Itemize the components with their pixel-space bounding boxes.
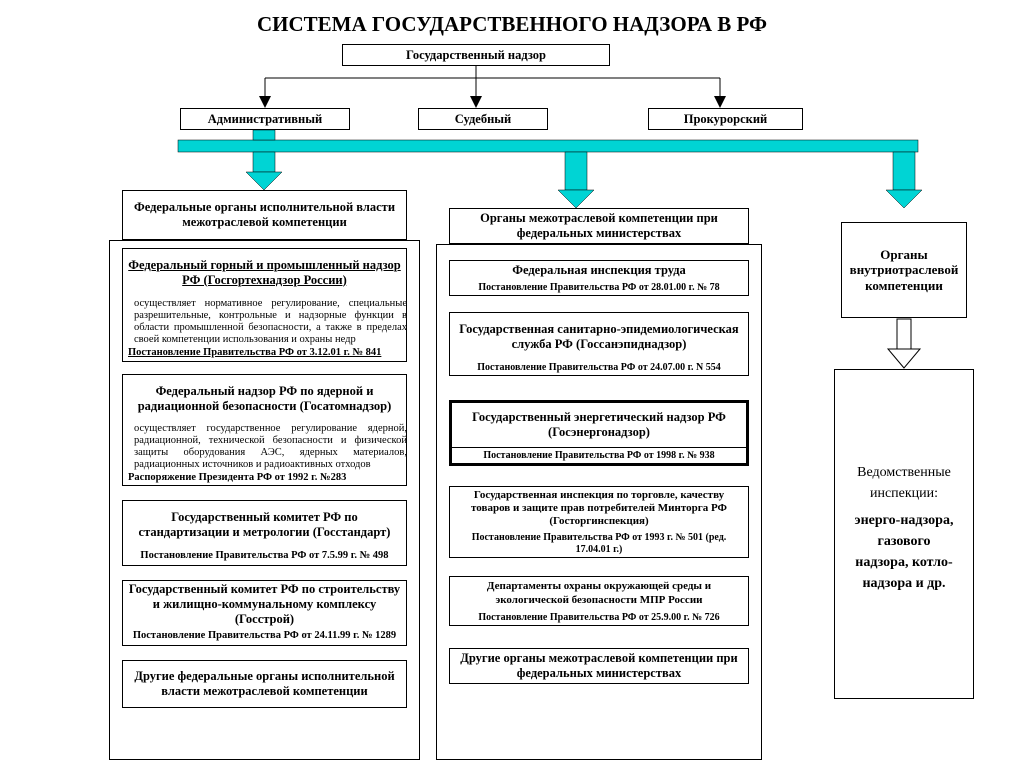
left-n2-desc: осуществляет государственное регулирован… xyxy=(128,422,413,472)
left-n1-body: осуществляет нормативное регулирование, … xyxy=(122,296,407,362)
branch-prosecutor: Прокурорский xyxy=(648,108,803,130)
right-header-text: Органы внутриотраслевой компетенции xyxy=(847,247,961,294)
left-n5-title: Другие федеральные органы исполнительной… xyxy=(122,660,407,708)
branch-court: Судебный xyxy=(418,108,548,130)
left-n2-decree: Распоряжение Президента РФ от 1992 г. №2… xyxy=(128,472,346,485)
mid-m5-title: Департаменты охраны окружающей среды и э… xyxy=(449,576,749,610)
right-header: Органы внутриотраслевой компетенции xyxy=(841,222,967,318)
left-n1-decree: Постановление Правительства РФ от 3.12.0… xyxy=(128,347,381,360)
mid-m5-body: Постановление Правительства РФ от 25.9.0… xyxy=(449,610,749,626)
right-body: Ведомственные инспекции: энерго-надзора,… xyxy=(846,388,962,668)
left-n1-title-text: Федеральный горный и промышленный надзор… xyxy=(128,258,401,288)
left-n3-title: Государственный комитет РФ по стандартиз… xyxy=(122,500,407,548)
mid-header: Органы межотраслевой компетенции при фед… xyxy=(449,208,749,244)
mid-m1-title: Федеральная инспекция труда xyxy=(449,260,749,280)
left-n3-decree: Постановление Правительства РФ от 7.5.99… xyxy=(140,550,388,563)
root-box: Государственный надзор xyxy=(342,44,610,66)
mid-m3-title: Государственный энергетический надзор РФ… xyxy=(449,400,749,448)
mid-m4-title: Государственная инспекция по торговле, к… xyxy=(449,486,749,530)
left-n1-title: Федеральный горный и промышленный надзор… xyxy=(122,248,407,296)
left-n3-body: Постановление Правительства РФ от 7.5.99… xyxy=(122,548,407,566)
left-n4-title: Государственный комитет РФ по строительс… xyxy=(122,580,407,628)
mid-m4-body: Постановление Правительства РФ от 1993 г… xyxy=(449,530,749,558)
left-n2-title: Федеральный надзор РФ по ядерной и радиа… xyxy=(122,374,407,422)
mid-m3-decree: Постановление Правительства РФ от 1998 г… xyxy=(483,450,714,462)
left-n4-body: Постановление Правительства РФ от 24.11.… xyxy=(122,628,407,646)
mid-m2-body: Постановление Правительства РФ от 24.07.… xyxy=(449,360,749,376)
page-title: СИСТЕМА ГОСУДАРСТВЕННОГО НАДЗОРА В РФ xyxy=(0,12,1024,37)
mid-m2-decree: Постановление Правительства РФ от 24.07.… xyxy=(477,362,721,374)
branch-admin: Административный xyxy=(180,108,350,130)
mid-m4-decree: Постановление Правительства РФ от 1993 г… xyxy=(455,532,743,556)
right-body-pref: Ведомственные инспекции: xyxy=(851,462,957,504)
mid-m5-decree: Постановление Правительства РФ от 25.9.0… xyxy=(478,612,719,624)
mid-m2-title: Государственная санитарно-эпидемиологиче… xyxy=(449,312,749,360)
left-n1-desc: осуществляет нормативное регулирование, … xyxy=(128,297,413,347)
right-body-bold: энерго-надзора, газового надзора, котло-… xyxy=(851,510,957,594)
mid-m3-body: Постановление Правительства РФ от 1998 г… xyxy=(449,448,749,466)
left-n4-decree: Постановление Правительства РФ от 24.11.… xyxy=(133,630,396,643)
left-header: Федеральные органы исполнительной власти… xyxy=(122,190,407,240)
left-n2-body: осуществляет государственное регулирован… xyxy=(122,422,407,486)
mid-m1-body: Постановление Правительства РФ от 28.01.… xyxy=(449,280,749,296)
mid-m1-decree: Постановление Правительства РФ от 28.01.… xyxy=(478,282,719,294)
mid-m6-title: Другие органы межотраслевой компетенции … xyxy=(449,648,749,684)
